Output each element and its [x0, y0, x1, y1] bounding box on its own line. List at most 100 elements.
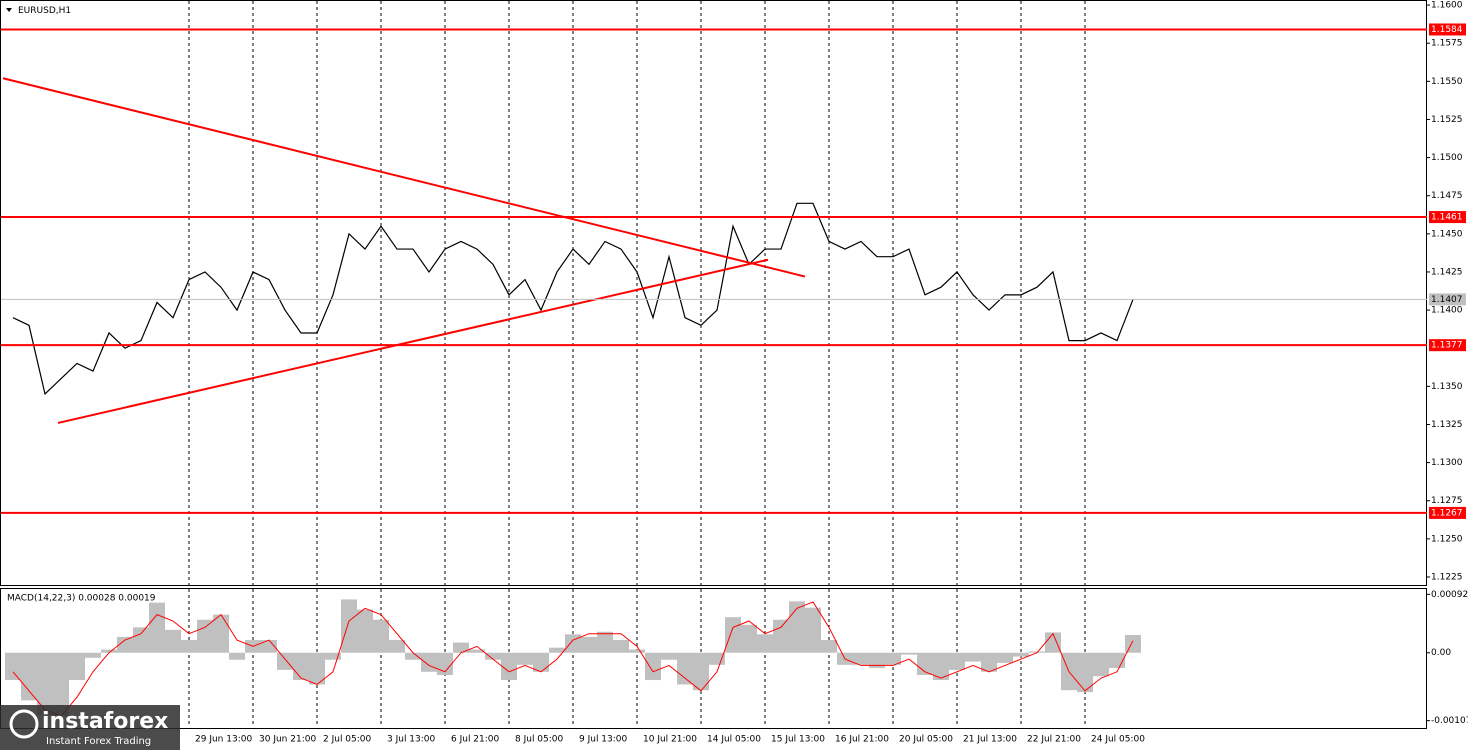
macd-bar: [741, 624, 757, 653]
macd-bar: [501, 652, 517, 681]
macd-bar: [277, 652, 293, 670]
macd-bar: [357, 609, 373, 653]
level-label: 1.1377: [1431, 341, 1463, 351]
macd-bar: [565, 634, 581, 653]
macd-bar: [181, 640, 197, 653]
watermark-tagline: Instant Forex Trading: [46, 736, 151, 747]
x-tick-label: 9 Jul 13:00: [579, 735, 628, 745]
macd-bar: [165, 629, 181, 653]
macd-bar: [997, 652, 1013, 663]
panel-title: EURUSD,H1: [18, 6, 71, 16]
watermark: instaforex Instant Forex Trading: [0, 705, 180, 750]
macd-bar: [149, 602, 165, 653]
macd-bar: [469, 649, 485, 653]
macd-bar: [37, 652, 53, 715]
macd-bar: [229, 652, 245, 660]
x-tick-label: 22 Jul 21:00: [1027, 735, 1081, 745]
watermark-logo: [9, 709, 39, 739]
macd-bar: [949, 652, 965, 670]
y-tick-label: 0.00: [1431, 648, 1451, 658]
macd-bar: [853, 652, 869, 665]
macd-bar: [629, 649, 645, 653]
last-price-label: 1.1407: [1431, 295, 1463, 305]
macd-bar: [709, 652, 725, 665]
macd-bar: [197, 619, 213, 653]
macd-bar: [421, 652, 437, 672]
last-price-box: [1429, 293, 1466, 306]
signal-line: [12, 601, 1134, 717]
macd-bar: [533, 652, 549, 672]
x-tick-label: 15 Jul 13:00: [771, 735, 825, 745]
macd-bar: [21, 652, 37, 701]
y-tick-label: 1.1425: [1431, 267, 1463, 277]
macd-bar: [293, 652, 309, 681]
title-arrow: [6, 8, 12, 12]
macd-bar: [1013, 652, 1029, 657]
macd-bar: [613, 640, 629, 653]
macd-bar: [757, 634, 773, 653]
macd-bar: [789, 601, 805, 653]
level-box: [1429, 339, 1466, 352]
x-tick-label: 30 Jun 21:00: [259, 735, 316, 745]
x-tick-label: 24 Jul 05:00: [1091, 735, 1145, 745]
macd-bar: [1077, 652, 1093, 693]
trendline: [57, 258, 769, 424]
macd-bar: [389, 640, 405, 653]
macd-bar: [5, 652, 21, 681]
macd-bar: [597, 631, 613, 653]
macd-bar: [725, 617, 741, 653]
macd-bar: [341, 599, 357, 653]
macd-bar: [917, 652, 933, 675]
y-tick-label: 1.1400: [1431, 306, 1463, 316]
level-box: [1429, 23, 1466, 36]
macd-bar: [517, 652, 533, 665]
y-tick-label: 1.1250: [1431, 534, 1463, 544]
macd-frame: [0, 588, 1427, 729]
macd-bar: [101, 649, 117, 653]
macd-bar: [549, 647, 565, 653]
macd-bar: [981, 652, 997, 672]
macd-bar: [677, 652, 693, 685]
x-tick-label: 8 Jul 05:00: [515, 735, 564, 745]
x-tick-label: 16 Jul 21:00: [835, 735, 889, 745]
x-tick-label: 6 Jul 21:00: [451, 735, 500, 745]
x-tick-label: 20 Jul 05:00: [899, 735, 953, 745]
macd-bar: [133, 627, 149, 653]
price-line: [12, 202, 1134, 396]
macd-bar: [1093, 652, 1109, 677]
macd-bar: [437, 652, 453, 675]
macd-bar: [885, 652, 901, 665]
macd-bar: [821, 640, 837, 653]
watermark-brand: instaforex: [42, 709, 168, 734]
macd-bar: [933, 652, 949, 681]
y-tick-label: 1.1275: [1431, 496, 1463, 506]
y-tick-label: 1.1225: [1431, 572, 1463, 582]
y-tick-label: 1.1550: [1431, 77, 1463, 87]
macd-bar: [805, 607, 821, 653]
macd-bar: [773, 619, 789, 653]
x-tick-label: 21 Jul 13:00: [963, 735, 1017, 745]
y-tick-label: 1.1600: [1431, 1, 1463, 11]
level-box: [1429, 211, 1466, 224]
panel-title: MACD(14,22,3) 0.00028 0.00019: [7, 594, 156, 604]
level-label: 1.1461: [1431, 213, 1463, 223]
x-tick-label: 3 Jul 13:00: [387, 735, 436, 745]
macd-bar: [373, 619, 389, 653]
y-tick-label: 0.00092: [1431, 590, 1468, 600]
y-tick-label: 1.1450: [1431, 229, 1463, 239]
y-tick-label: 1.1475: [1431, 191, 1463, 201]
macd-bar: [453, 642, 469, 653]
macd-bar: [117, 636, 133, 653]
macd-bar: [69, 652, 85, 681]
macd-bar: [1045, 632, 1061, 653]
level-label: 1.1584: [1431, 25, 1463, 35]
y-tick-label: 1.1575: [1431, 39, 1463, 49]
macd-bar: [693, 652, 709, 691]
y-tick-label: 1.1325: [1431, 420, 1463, 430]
level-label: 1.1267: [1431, 508, 1463, 518]
macd-bar: [485, 652, 501, 660]
y-tick-label: 1.1525: [1431, 115, 1463, 125]
macd-bar: [645, 652, 661, 681]
